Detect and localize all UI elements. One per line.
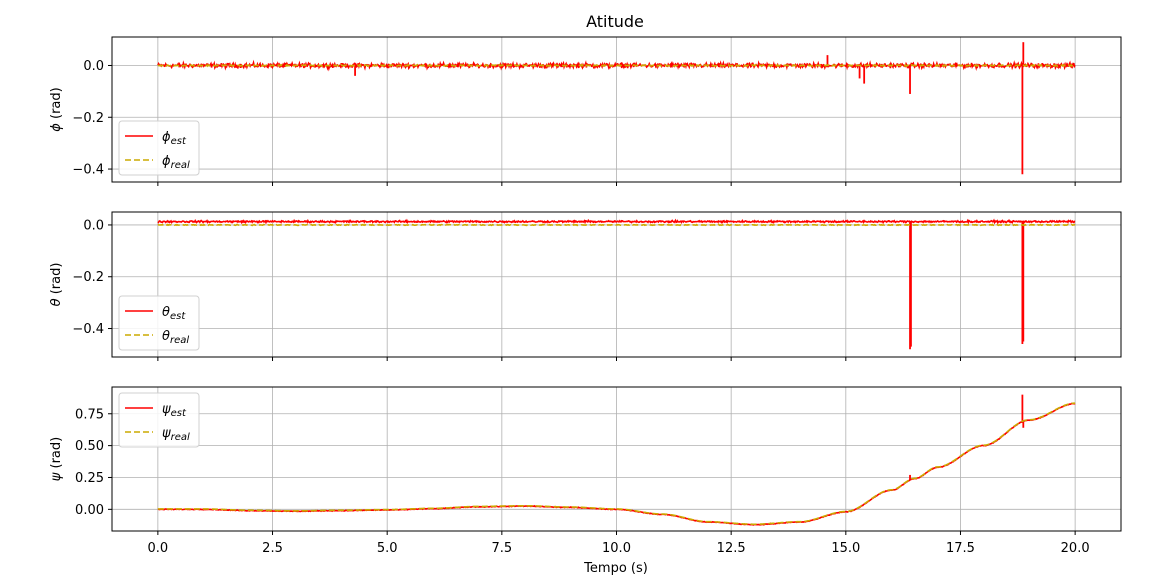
legend-box: [118, 392, 200, 448]
y-axis-label: ψ (rad): [49, 437, 64, 481]
phi-panel: 0.0 −0.2 −0.4 ϕ (rad) ϕest ϕreal: [49, 36, 1122, 186]
legend-entry-real: θreal: [162, 329, 189, 346]
y-axis-unit: (rad): [49, 437, 64, 473]
x-tick-label: 15.0: [831, 541, 860, 556]
y-tick-label: −0.4: [72, 322, 104, 337]
y-axis-symbol: ϕ: [49, 123, 64, 132]
legend-box: [118, 120, 200, 176]
legend-entry-real: ψreal: [162, 426, 190, 443]
x-tick-label: 5.0: [377, 541, 398, 556]
y-tick-label: 0.00: [75, 503, 104, 518]
legend-box: [118, 295, 200, 351]
y-tick-label: 0.75: [75, 407, 104, 422]
x-axis-label: Tempo (s): [583, 561, 648, 576]
y-tick-label: 0.0: [83, 218, 104, 233]
x-tick-label: 7.5: [491, 541, 512, 556]
x-tick-label: 2.5: [262, 541, 283, 556]
y-tick-label: 0.0: [83, 59, 104, 74]
y-tick-label: −0.2: [72, 270, 104, 285]
series-real-line: [157, 223, 1076, 227]
y-axis-unit: (rad): [49, 263, 64, 299]
y-tick-label: −0.2: [72, 111, 104, 126]
y-axis-symbol: θ: [49, 298, 64, 306]
legend-entry-real: ϕreal: [162, 154, 190, 171]
y-axis-unit: (rad): [49, 87, 64, 123]
theta-panel: 0.0 −0.2 −0.4 θ (rad) θest θreal: [49, 211, 1122, 361]
y-axis-label: ϕ (rad): [49, 87, 64, 131]
y-axis-symbol: ψ: [49, 472, 64, 481]
legend-entry-est: ψest: [162, 402, 187, 419]
y-tick-label: 0.25: [75, 471, 104, 486]
legend: ϕest ϕreal: [118, 120, 200, 176]
x-tick-label: 10.0: [602, 541, 631, 556]
legend: ψest ψreal: [118, 392, 200, 448]
legend-entry-est: ϕest: [162, 130, 187, 147]
x-tick-label: 20.0: [1061, 541, 1090, 556]
y-axis-label: θ (rad): [49, 263, 64, 307]
figure-title: Atitude: [586, 12, 644, 31]
y-tick-label: −0.4: [72, 163, 104, 178]
series-real-line: [157, 63, 1076, 68]
legend-entry-est: θest: [162, 305, 186, 322]
y-tick-label: 0.50: [75, 439, 104, 454]
x-tick-label: 12.5: [717, 541, 746, 556]
series-est-line: [157, 218, 1076, 225]
legend: θest θreal: [118, 295, 200, 351]
x-tick-label: 17.5: [946, 541, 975, 556]
x-tick-label: 0.0: [148, 541, 169, 556]
psi-panel: 0.0 2.5 5.0 7.5 10.0 12.5 15.0 17.5 20.0 0.00 0.25…: [49, 386, 1122, 556]
series-real-line: [157, 402, 1076, 526]
